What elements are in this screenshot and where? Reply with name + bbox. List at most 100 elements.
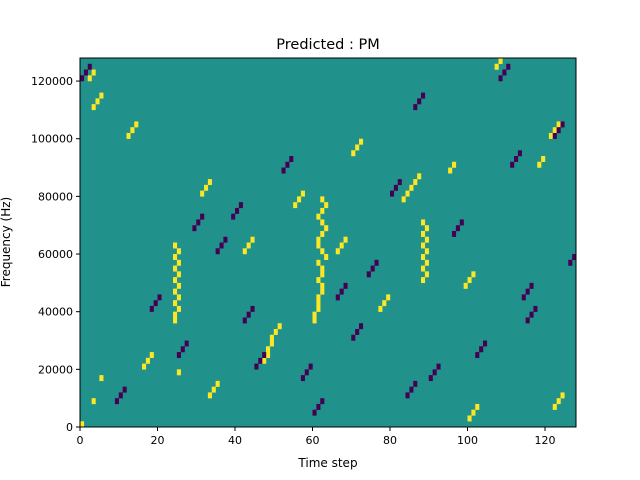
y-tick-label: 60000 — [38, 248, 73, 261]
heatmap-cell-high — [173, 277, 178, 284]
heatmap-cell-low — [459, 219, 464, 226]
heatmap-cell-high — [316, 277, 321, 284]
heatmap-cell-low — [184, 340, 189, 347]
heatmap-cell-low — [235, 207, 240, 214]
heatmap-cell-high — [277, 323, 282, 330]
heatmap-cell-low — [308, 363, 313, 370]
heatmap-cell-high — [494, 63, 499, 70]
heatmap-cell-low — [514, 156, 519, 162]
heatmap-cell-high — [176, 294, 181, 301]
y-tick-label: 100000 — [31, 133, 73, 146]
heatmap-cell-low — [374, 259, 379, 266]
heatmap-cell-low — [281, 167, 286, 174]
heatmap-cell-high — [548, 132, 553, 139]
heatmap-cell-low — [355, 328, 360, 335]
heatmap-cell-low — [552, 132, 557, 139]
heatmap-cell-low — [157, 294, 162, 301]
heatmap-cell-high — [424, 236, 429, 243]
heatmap-cell-low — [525, 317, 530, 324]
x-tick-label: 60 — [306, 434, 320, 447]
heatmap-cell-high — [312, 317, 317, 324]
x-axis: 0 20 40 60 80 100 120 — [77, 427, 556, 447]
heatmap-cell-high — [424, 248, 429, 255]
heatmap-cell-high — [401, 196, 406, 203]
heatmap-cell-low — [231, 213, 236, 220]
heatmap-cell-high — [266, 346, 271, 353]
heatmap-cell-low — [289, 156, 294, 162]
heatmap-cell-high — [316, 259, 321, 266]
heatmap-cell-low — [560, 121, 565, 128]
heatmap-cell-low — [320, 398, 325, 405]
heatmap-cell-high — [293, 202, 298, 209]
heatmap-cell-high — [173, 311, 178, 318]
heatmap-cell-low — [254, 363, 259, 370]
heatmap-cell-high — [320, 230, 325, 237]
heatmap-cell-high — [421, 230, 426, 237]
heatmap-cell-high — [91, 69, 96, 76]
x-tick-label: 100 — [457, 434, 478, 447]
heatmap-cell-low — [529, 311, 534, 318]
heatmap-cell-low — [351, 334, 356, 341]
heatmap-cell-high — [556, 398, 561, 405]
heatmap-cell-high — [130, 127, 135, 134]
heatmap-cell-low — [521, 294, 526, 301]
heatmap-cell-low — [556, 127, 561, 134]
x-tick-label: 120 — [535, 434, 556, 447]
heatmap-cell-low — [452, 230, 457, 237]
heatmap-cell-high — [324, 254, 329, 260]
heatmap-cell-low — [153, 300, 158, 307]
heatmap-cell-low — [87, 63, 92, 70]
heatmap-cell-low — [525, 288, 530, 295]
y-tick-label: 80000 — [38, 190, 73, 203]
heatmap-cell-high — [176, 369, 181, 376]
x-tick-label: 0 — [77, 434, 84, 447]
heatmap-cell-low — [455, 225, 460, 232]
heatmap-cell-high — [126, 132, 131, 139]
heatmap-cell-low — [250, 305, 255, 312]
heatmap-cell-high — [250, 236, 255, 243]
heatmap-cell-low — [529, 282, 534, 289]
heatmap-cell-high — [99, 375, 104, 382]
heatmap-cell-high — [359, 138, 364, 145]
heatmap-cell-high — [421, 254, 426, 260]
heatmap-cell-low — [479, 346, 484, 353]
heatmap-cell-high — [80, 421, 85, 428]
heatmap-cell-high — [316, 294, 321, 301]
heatmap-cell-high — [386, 294, 391, 301]
y-tick-label: 40000 — [38, 306, 73, 319]
heatmap-cell-low — [405, 392, 410, 399]
heatmap-cell-high — [343, 236, 348, 243]
heatmap-cell-high — [552, 403, 557, 410]
heatmap-cell-high — [320, 288, 325, 295]
heatmap-cell-high — [176, 248, 181, 255]
heatmap-cell-high — [173, 300, 178, 307]
heatmap-cell-high — [134, 121, 139, 128]
heatmap-cell-high — [320, 207, 325, 214]
heatmap-cell-high — [541, 156, 546, 162]
heatmap-cell-high — [173, 317, 178, 324]
heatmap-cell-high — [87, 75, 92, 82]
heatmap-cell-high — [537, 161, 542, 168]
heatmap-cell-high — [556, 121, 561, 128]
heatmap-cell-high — [215, 380, 220, 387]
heatmap-cell-low — [149, 305, 154, 312]
heatmap-cell-high — [176, 305, 181, 312]
chart-title: Predicted : PM — [276, 37, 379, 53]
heatmap-cell-low — [316, 403, 321, 410]
heatmap-cell-low — [502, 69, 507, 76]
heatmap-cell-low — [242, 317, 247, 324]
heatmap-cell-high — [173, 288, 178, 295]
heatmap-cell-high — [320, 196, 325, 203]
y-tick-label: 120000 — [31, 75, 73, 88]
heatmap-cell-high — [262, 357, 267, 364]
heatmap-cell-high — [207, 392, 212, 399]
heatmap-cell-high — [467, 415, 472, 422]
heatmap-cell-low — [200, 213, 205, 220]
heatmap-cell-high — [242, 248, 247, 255]
heatmap-cell-high — [320, 265, 325, 272]
heatmap-cell-low — [176, 352, 181, 359]
heatmap-cell-high — [471, 271, 476, 278]
heatmap-cell-high — [409, 184, 414, 191]
heatmap-cell-low — [180, 346, 185, 353]
